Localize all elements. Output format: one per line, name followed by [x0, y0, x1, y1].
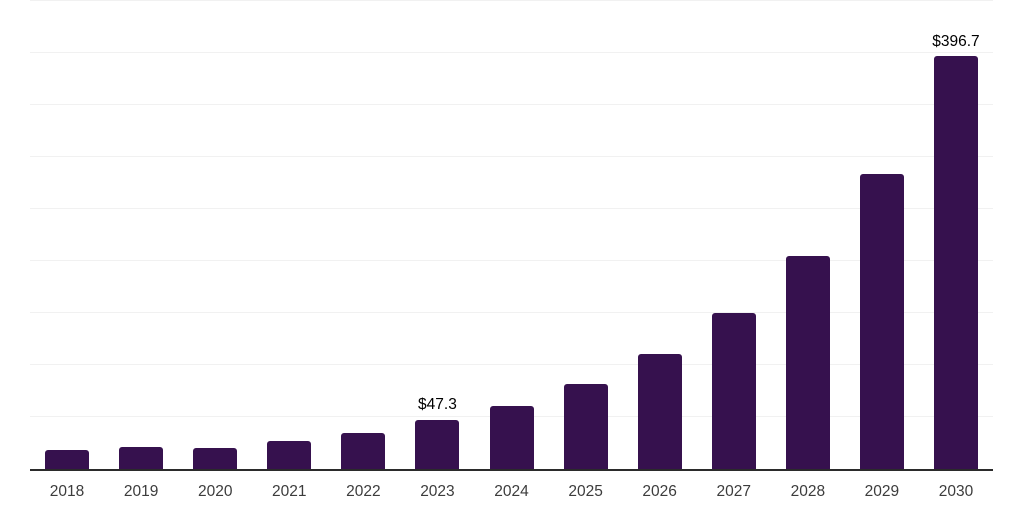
bar-2024	[489, 405, 534, 469]
x-axis-label-2027: 2027	[716, 483, 751, 500]
bar-2026	[637, 354, 682, 469]
x-axis-label-2025: 2025	[568, 483, 603, 500]
bar-2028	[785, 255, 830, 469]
bar-group-2025	[549, 1, 623, 469]
bar-2025	[563, 384, 608, 469]
bar-group-2019	[104, 1, 178, 469]
x-axis-label-2019: 2019	[123, 483, 159, 500]
bar-group-2018	[30, 1, 104, 469]
x-axis-label-2020: 2020	[197, 483, 233, 500]
bar-2023	[415, 419, 460, 469]
gridline	[30, 104, 993, 105]
x-axis-label-2029: 2029	[864, 483, 900, 500]
x-axis-label-2022: 2022	[346, 483, 381, 500]
bar-2018	[45, 449, 90, 469]
bar-group-2023: $47.3	[400, 1, 474, 469]
gridline	[30, 364, 993, 365]
gridline	[30, 156, 993, 158]
x-axis-label-2024: 2024	[494, 483, 529, 500]
x-axis: 2018 2019 2020 2021 2022 2023 2024 2025 2026 2027…	[30, 483, 993, 502]
gridline	[30, 0, 993, 1]
gridline	[30, 208, 993, 209]
gridline	[30, 52, 993, 53]
bar-group-2030: $396.7	[919, 1, 993, 469]
bars-container: $47.3 $396.7	[30, 1, 993, 469]
bar-value-label-2023: $47.3	[418, 396, 457, 414]
bar-2022	[341, 433, 386, 469]
bar-group-2029	[845, 1, 919, 469]
x-axis-label-2021: 2021	[272, 483, 307, 500]
x-axis-label-2026: 2026	[642, 483, 677, 500]
bar-group-2021	[252, 1, 326, 469]
bar-group-2024	[474, 1, 548, 469]
x-axis-label-2023: 2023	[420, 483, 455, 500]
bar-group-2020	[178, 1, 252, 469]
bar-2030	[933, 56, 978, 469]
bar-value-label-2030: $396.7	[932, 32, 980, 50]
gridline	[30, 312, 993, 314]
x-axis-label-2018: 2018	[49, 483, 85, 500]
bar-group-2027	[697, 1, 771, 469]
bar-2019	[119, 446, 164, 469]
bar-group-2026	[623, 1, 697, 469]
bar-2020	[193, 448, 238, 469]
bar-2021	[267, 441, 312, 469]
bar-2029	[859, 173, 904, 469]
gridline	[30, 260, 993, 261]
x-axis-label-2030: 2030	[938, 483, 974, 500]
x-axis-label-2028: 2028	[790, 483, 826, 500]
bar-group-2028	[771, 1, 845, 469]
bar-group-2022	[326, 1, 400, 469]
plot-area: $47.3 $396.7	[30, 0, 993, 471]
bar-2027	[711, 312, 756, 469]
